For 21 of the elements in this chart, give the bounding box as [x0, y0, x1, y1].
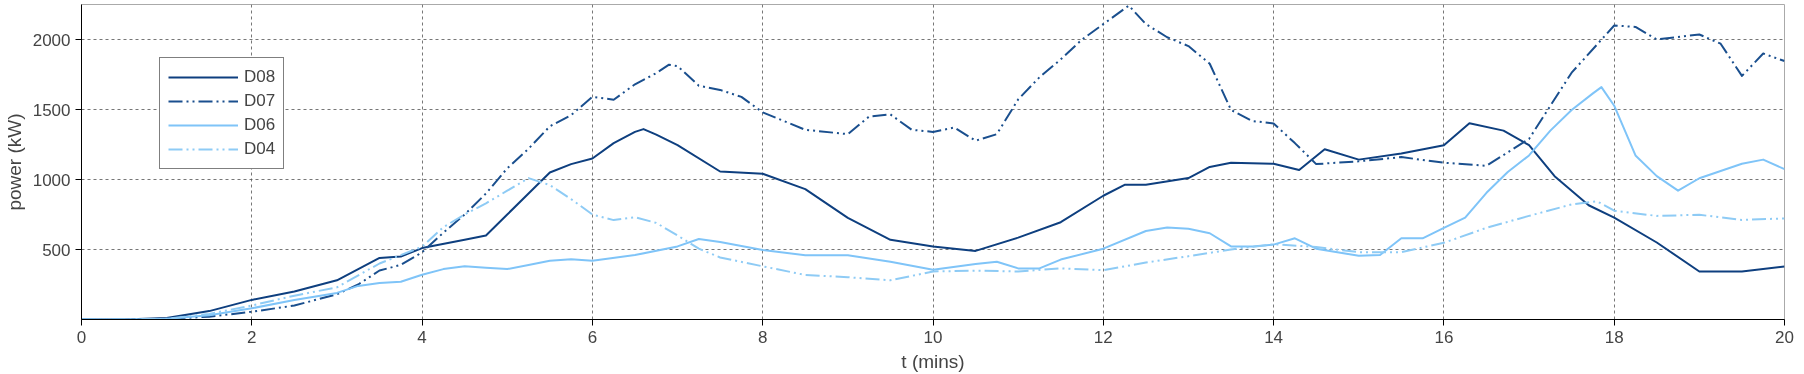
x-tick-label: 6 [587, 327, 598, 347]
legend-label: D07 [244, 90, 276, 112]
y-tick-label: 500 [42, 240, 71, 260]
legend-label: D08 [244, 66, 276, 88]
y-axis-title: power (kW) [3, 113, 25, 211]
x-tick-label: 20 [1775, 327, 1794, 347]
x-tick-label: 10 [923, 327, 943, 347]
x-tick-label: 0 [76, 327, 87, 347]
x-axis-title: t (mins) [901, 350, 965, 372]
x-tick-label: 2 [247, 327, 257, 347]
x-tick-label: 16 [1434, 327, 1454, 347]
x-tick-label: 14 [1264, 327, 1284, 347]
legend-label: D04 [244, 138, 276, 160]
x-tick-label: 18 [1604, 327, 1624, 347]
x-tick-label: 8 [757, 327, 768, 347]
x-tick-label: 4 [417, 327, 427, 347]
legend-label: D06 [244, 114, 276, 136]
x-tick-label: 12 [1093, 327, 1113, 347]
y-tick-label: 1500 [32, 100, 71, 120]
y-tick-label: 2000 [32, 30, 71, 50]
y-tick-label: 1000 [32, 170, 71, 190]
